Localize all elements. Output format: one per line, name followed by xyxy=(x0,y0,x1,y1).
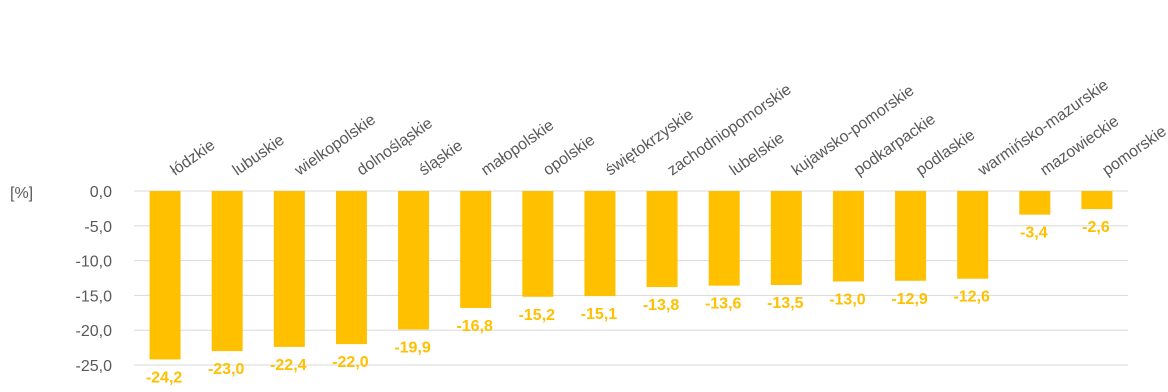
x-axis: łódzkie lubuskie wielkopolskiedolnośląskie… xyxy=(168,77,1168,180)
data-label: -12,6 xyxy=(953,289,990,306)
bar xyxy=(398,191,430,330)
bar xyxy=(1081,191,1113,210)
data-label: -22,0 xyxy=(332,354,369,371)
data-labels: -24,2 -23,0 -22,4 -22,0 -19,9 -16,8 -15,2 -15,1… xyxy=(146,219,1110,386)
data-label: -15,2 xyxy=(519,307,556,324)
x-tick-label: lubuskie xyxy=(230,132,288,180)
bar xyxy=(211,191,243,352)
data-label: -12,9 xyxy=(891,291,928,308)
x-tick-label: lubelskie xyxy=(727,130,788,180)
bar xyxy=(460,191,492,308)
x-tick-label: opolskie xyxy=(540,132,598,180)
bar xyxy=(149,191,181,360)
bar xyxy=(646,191,678,288)
bar xyxy=(832,191,864,282)
data-label: -22,4 xyxy=(270,357,307,374)
y-axis: 0,0 -5,0 -10,0 -15,0 -20,0 -25,0 xyxy=(76,184,113,375)
data-label: -23,0 xyxy=(208,361,245,378)
bar xyxy=(335,191,367,345)
data-label: -3,4 xyxy=(1020,225,1048,242)
bars xyxy=(149,191,1113,360)
y-tick-label: -25,0 xyxy=(76,358,113,375)
y-tick-label: -5,0 xyxy=(84,219,112,236)
data-label: -13,8 xyxy=(643,297,680,314)
y-tick-label: -20,0 xyxy=(76,323,113,340)
data-label: -13,5 xyxy=(767,295,804,312)
bar xyxy=(584,191,616,297)
data-label: -13,6 xyxy=(705,296,742,313)
bar xyxy=(708,191,740,286)
x-tick-label: łódzkie xyxy=(168,137,219,180)
y-tick-label: -15,0 xyxy=(76,288,113,305)
bar xyxy=(273,191,305,347)
y-tick-label: 0,0 xyxy=(90,184,112,201)
data-label: -16,8 xyxy=(456,318,493,335)
bar xyxy=(1019,191,1051,215)
bar xyxy=(770,191,802,285)
x-tick-label: śląskie xyxy=(416,137,466,179)
bar xyxy=(522,191,554,297)
y-tick-label: -10,0 xyxy=(76,254,113,271)
data-label: -13,0 xyxy=(829,291,866,308)
unit-label: [%] xyxy=(10,185,33,202)
bar xyxy=(957,191,989,279)
data-label: -24,2 xyxy=(146,369,183,386)
data-label: -19,9 xyxy=(394,340,431,357)
data-label: -2,6 xyxy=(1082,219,1110,236)
bar xyxy=(895,191,927,281)
data-label: -15,1 xyxy=(581,306,618,323)
